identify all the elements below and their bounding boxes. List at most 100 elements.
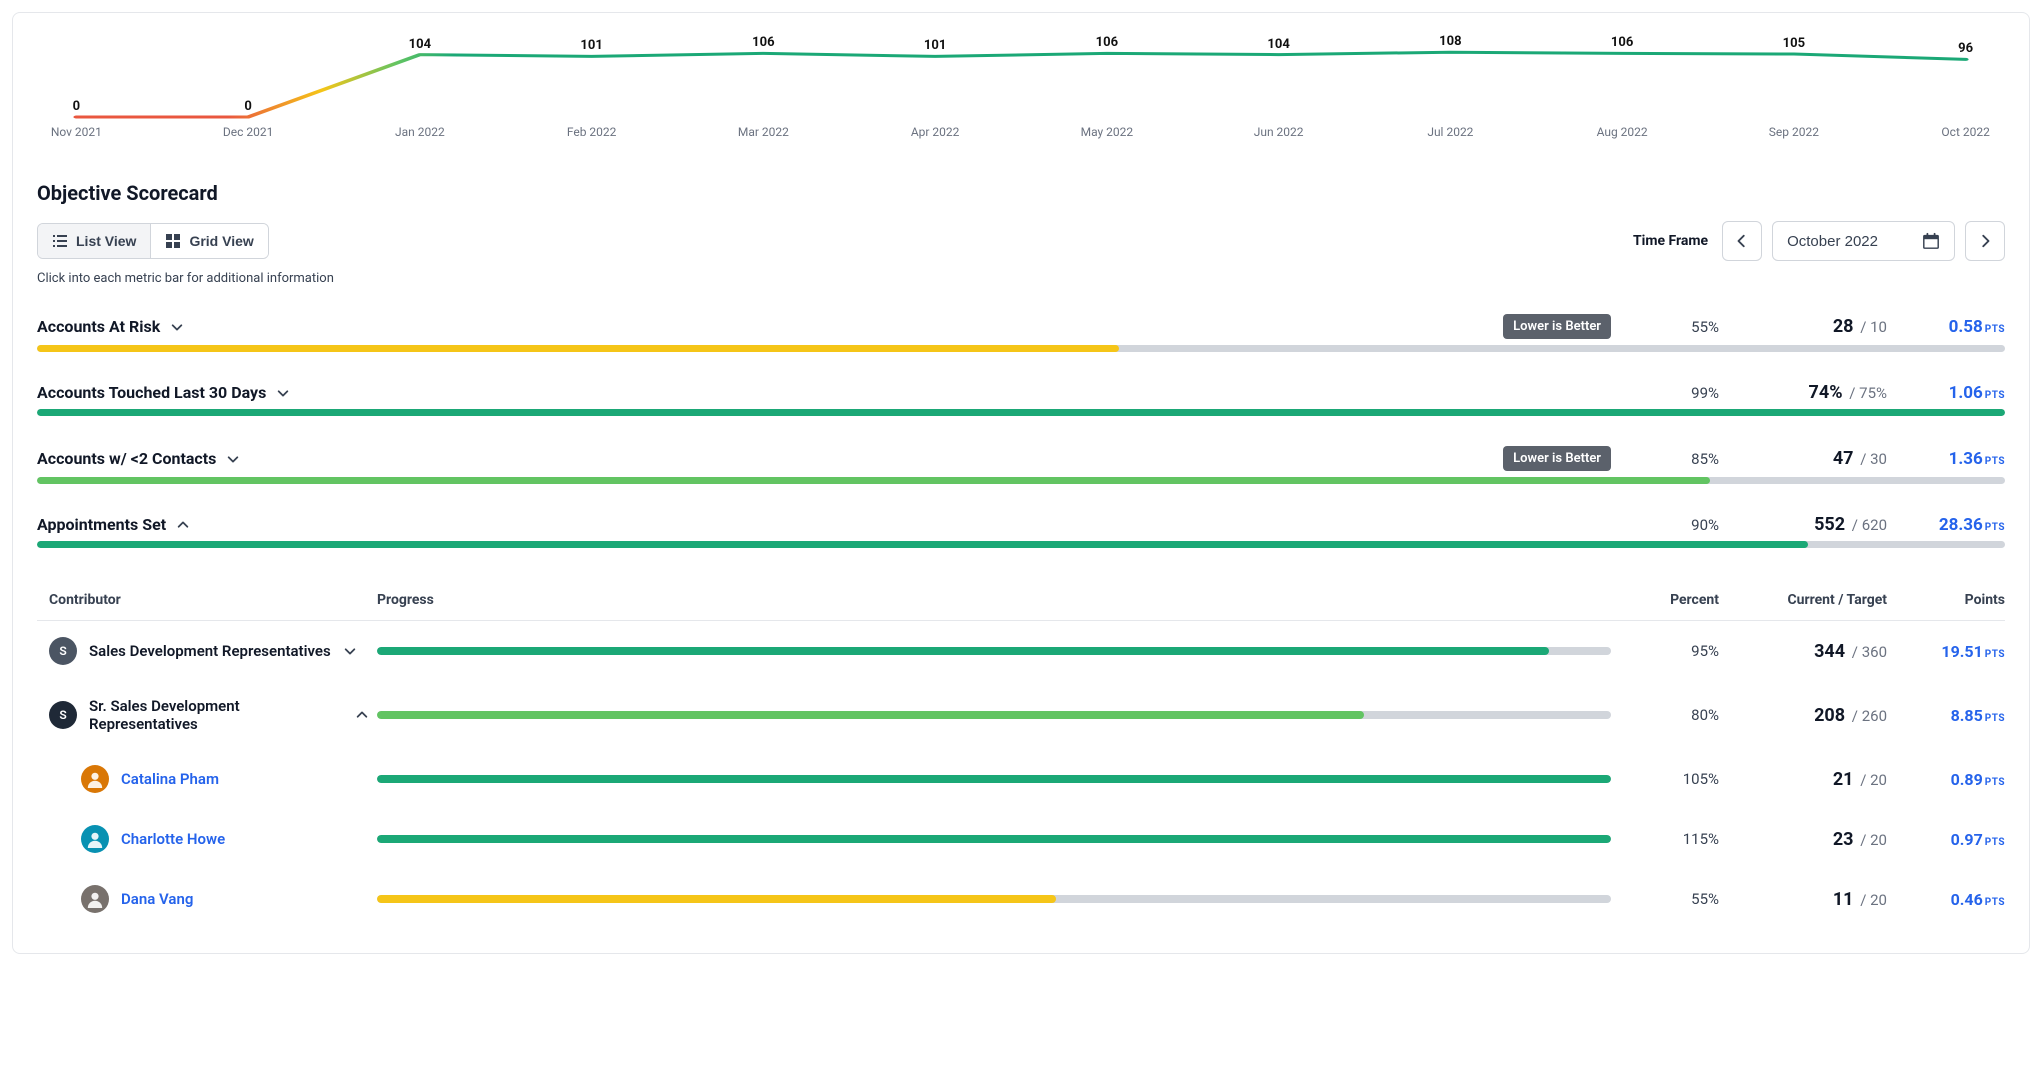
contributor-current-target: 23 / 20 — [1727, 829, 1887, 850]
col-percent: Percent — [1619, 592, 1719, 608]
metric-name[interactable]: Accounts At Risk — [37, 317, 1483, 336]
metric-name[interactable]: Accounts w/ <2 Contacts — [37, 449, 1483, 468]
contributor-points: 0.89PTS — [1895, 770, 2005, 789]
chart-axis-label: Jan 2022 — [395, 125, 445, 139]
contributor-row: Dana Vang 55% 11 / 20 0.46PTS — [37, 869, 2005, 929]
metric-list: Accounts At Risk Lower is Better 55% 28 … — [37, 314, 2005, 929]
period-label: October 2022 — [1787, 233, 1878, 250]
contributor-percent: 115% — [1619, 830, 1719, 848]
chevron-up-icon[interactable] — [355, 708, 369, 722]
metric-percent: 85% — [1619, 450, 1719, 468]
chart-value-label: 96 — [1958, 41, 1973, 56]
contributor-points: 0.97PTS — [1895, 830, 2005, 849]
chevron-down-icon — [226, 452, 240, 466]
metric-percent: 99% — [1619, 384, 1719, 402]
trend-chart: 0Nov 20210Dec 2021104Jan 2022101Feb 2022… — [37, 33, 2005, 153]
contributor-name[interactable]: S Sr. Sales Development Representatives — [49, 697, 369, 733]
timeframe-label: Time Frame — [1633, 233, 1708, 249]
contributor-name[interactable]: S Sales Development Representatives — [49, 637, 369, 665]
contributor-percent: 95% — [1619, 642, 1719, 660]
chart-value-label: 104 — [1267, 37, 1289, 52]
metric-points: 1.36PTS — [1895, 449, 2005, 469]
chart-value-label: 104 — [409, 37, 431, 52]
col-current-target: Current / Target — [1727, 592, 1887, 608]
metric-current-target: 74% / 75% — [1727, 382, 1887, 403]
metric-percent: 55% — [1619, 318, 1719, 336]
contributor-current-target: 11 / 20 — [1727, 889, 1887, 910]
contributor-progress-bar[interactable] — [377, 711, 1611, 719]
contributor-points: 0.46PTS — [1895, 890, 2005, 909]
chart-value-label: 106 — [1611, 35, 1633, 50]
chart-value-label: 101 — [580, 38, 602, 53]
chart-value-label: 108 — [1439, 34, 1461, 49]
chevron-right-icon — [1978, 234, 1992, 248]
avatar: S — [49, 637, 77, 665]
chart-axis-label: Dec 2021 — [223, 125, 273, 139]
timeframe-controls: Time Frame October 2022 — [1633, 221, 2005, 261]
contributor-row: S Sales Development Representatives 95% … — [37, 621, 2005, 681]
chevron-down-icon[interactable] — [343, 644, 357, 658]
metric-progress-bar[interactable] — [37, 541, 2005, 548]
contributor-percent: 105% — [1619, 770, 1719, 788]
chart-axis-label: Mar 2022 — [738, 125, 789, 139]
contributor-progress-bar[interactable] — [377, 775, 1611, 783]
chevron-left-icon — [1735, 234, 1749, 248]
metric-row: Accounts w/ <2 Contacts Lower is Better … — [37, 446, 2005, 484]
chevron-down-icon — [276, 386, 290, 400]
next-period-button[interactable] — [1965, 221, 2005, 261]
contributor-current-target: 208 / 260 — [1727, 705, 1887, 726]
chart-axis-label: May 2022 — [1081, 125, 1134, 139]
contributor-name[interactable]: Dana Vang — [81, 885, 369, 913]
chart-value-label: 105 — [1783, 36, 1805, 51]
contributor-progress-bar[interactable] — [377, 835, 1611, 843]
metric-row: Appointments Set 90% 552 / 620 28.36PTS — [37, 514, 2005, 548]
chart-axis-label: Nov 2021 — [51, 125, 102, 139]
metric-row: Accounts Touched Last 30 Days 99% 74% / … — [37, 382, 2005, 416]
period-selector[interactable]: October 2022 — [1772, 221, 1955, 261]
contributor-name[interactable]: Charlotte Howe — [81, 825, 369, 853]
list-view-button[interactable]: List View — [38, 224, 150, 258]
contributor-progress-bar[interactable] — [377, 647, 1611, 655]
metric-progress-bar[interactable] — [37, 409, 2005, 416]
contributor-progress-bar[interactable] — [377, 895, 1611, 903]
chart-axis-label: Jul 2022 — [1427, 125, 1473, 139]
lower-is-better-badge: Lower is Better — [1503, 314, 1611, 339]
contributor-row: S Sr. Sales Development Representatives … — [37, 681, 2005, 749]
contributor-current-target: 344 / 360 — [1727, 641, 1887, 662]
metric-name[interactable]: Appointments Set — [37, 515, 1483, 534]
help-text: Click into each metric bar for additiona… — [37, 271, 2005, 286]
metric-row: Accounts At Risk Lower is Better 55% 28 … — [37, 314, 2005, 352]
metric-percent: 90% — [1619, 516, 1719, 534]
metric-progress-bar[interactable] — [37, 345, 2005, 352]
metric-points: 28.36PTS — [1895, 515, 2005, 535]
metric-name[interactable]: Accounts Touched Last 30 Days — [37, 383, 1483, 402]
page-title: Objective Scorecard — [37, 181, 2005, 205]
chart-axis-label: Apr 2022 — [911, 125, 960, 139]
chart-value-label: 106 — [752, 35, 774, 50]
contributor-points: 8.85PTS — [1895, 706, 2005, 725]
metric-progress-bar[interactable] — [37, 477, 2005, 484]
list-icon — [52, 233, 68, 249]
chart-value-label: 0 — [73, 99, 80, 114]
chevron-up-icon — [176, 518, 190, 532]
list-view-label: List View — [76, 233, 136, 249]
scorecard-card: 0Nov 20210Dec 2021104Jan 2022101Feb 2022… — [12, 12, 2030, 954]
grid-view-label: Grid View — [189, 233, 253, 249]
contributor-header: Contributor Progress Percent Current / T… — [37, 578, 2005, 621]
contributor-name[interactable]: Catalina Pham — [81, 765, 369, 793]
lower-is-better-badge: Lower is Better — [1503, 446, 1611, 471]
contributor-percent: 55% — [1619, 890, 1719, 908]
col-points: Points — [1895, 592, 2005, 608]
chart-value-label: 0 — [244, 99, 251, 114]
col-progress: Progress — [377, 592, 1611, 608]
view-toggle: List View Grid View — [37, 223, 269, 259]
avatar: S — [49, 701, 77, 729]
avatar — [81, 885, 109, 913]
contributor-row: Charlotte Howe 115% 23 / 20 0.97PTS — [37, 809, 2005, 869]
contributor-percent: 80% — [1619, 706, 1719, 724]
prev-period-button[interactable] — [1722, 221, 1762, 261]
contributor-current-target: 21 / 20 — [1727, 769, 1887, 790]
grid-view-button[interactable]: Grid View — [150, 224, 267, 258]
chart-axis-label: Aug 2022 — [1597, 125, 1648, 139]
toolbar: List View Grid View Time Frame October 2… — [37, 221, 2005, 261]
